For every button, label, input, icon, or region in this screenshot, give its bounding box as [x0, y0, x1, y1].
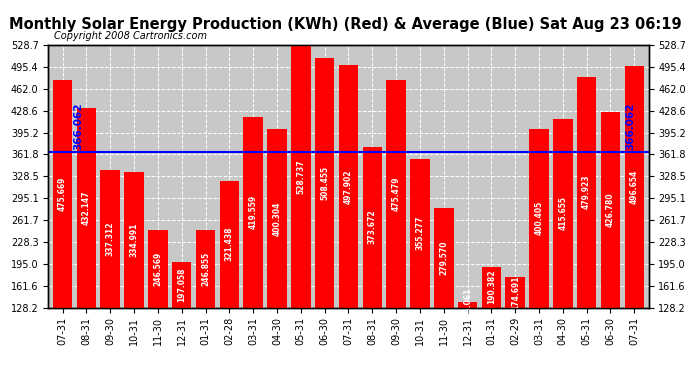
Text: 197.058: 197.058 [177, 268, 186, 302]
Text: 475.669: 475.669 [58, 177, 67, 211]
Bar [601, 112, 620, 308]
Text: 415.655: 415.655 [558, 196, 567, 230]
Text: 419.559: 419.559 [248, 195, 257, 229]
Text: 136.061: 136.061 [463, 288, 472, 322]
Text: 366.062: 366.062 [626, 102, 635, 150]
Text: 475.479: 475.479 [392, 177, 401, 211]
Text: 321.438: 321.438 [225, 227, 234, 261]
Text: 497.902: 497.902 [344, 169, 353, 204]
Text: Copyright 2008 Cartronics.com: Copyright 2008 Cartronics.com [55, 31, 207, 41]
Text: 496.654: 496.654 [630, 170, 639, 204]
Text: 174.691: 174.691 [511, 275, 520, 309]
Bar [219, 181, 239, 308]
Text: 508.455: 508.455 [320, 166, 329, 200]
Text: 190.382: 190.382 [487, 270, 496, 304]
Bar [291, 45, 310, 308]
Text: 337.312: 337.312 [106, 222, 115, 256]
Text: 246.855: 246.855 [201, 252, 210, 286]
Text: 528.737: 528.737 [296, 159, 305, 194]
Bar [457, 302, 477, 307]
Bar [124, 172, 144, 308]
Bar [148, 230, 168, 308]
Text: 400.304: 400.304 [273, 201, 282, 236]
Text: 246.569: 246.569 [153, 252, 162, 286]
Bar [577, 77, 596, 308]
Bar [172, 262, 191, 308]
Bar [553, 119, 573, 308]
Bar [506, 277, 525, 308]
Bar [410, 159, 430, 308]
Bar [244, 117, 263, 308]
Bar [267, 129, 287, 308]
Bar [196, 230, 215, 308]
Bar [101, 171, 120, 308]
Text: 426.780: 426.780 [606, 192, 615, 227]
Bar [624, 66, 644, 308]
Bar [77, 108, 96, 307]
Text: 366.062: 366.062 [73, 102, 83, 150]
Text: 279.570: 279.570 [440, 241, 449, 275]
Bar [386, 80, 406, 308]
Text: 479.923: 479.923 [582, 175, 591, 210]
Bar [482, 267, 501, 308]
Bar [315, 58, 335, 308]
Bar [53, 80, 72, 308]
Text: 400.405: 400.405 [535, 201, 544, 236]
Text: Monthly Solar Energy Production (KWh) (Red) & Average (Blue) Sat Aug 23 06:19: Monthly Solar Energy Production (KWh) (R… [9, 17, 681, 32]
Text: 334.991: 334.991 [130, 222, 139, 257]
Text: 355.277: 355.277 [415, 216, 424, 250]
Text: 432.147: 432.147 [82, 190, 91, 225]
Bar [529, 129, 549, 308]
Bar [362, 147, 382, 308]
Text: 373.672: 373.672 [368, 210, 377, 244]
Bar [339, 65, 358, 308]
Bar [434, 208, 453, 308]
